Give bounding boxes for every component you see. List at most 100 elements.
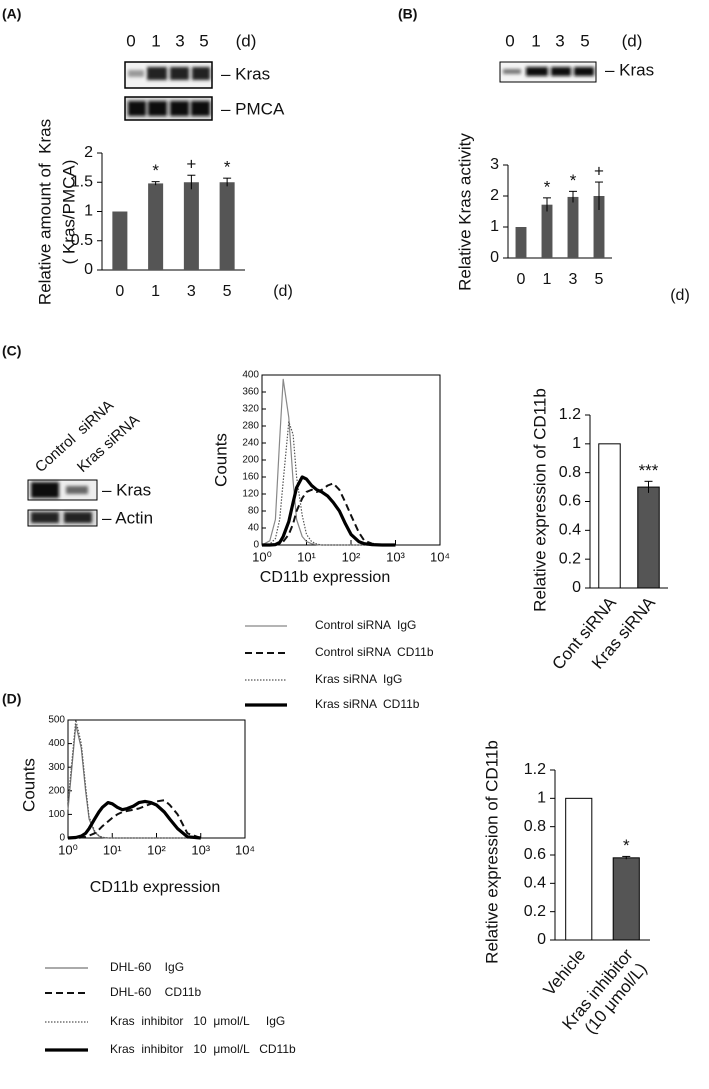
x-tick-label: 1: [151, 283, 160, 300]
y-tick-label: 2: [490, 187, 499, 204]
y-tick-label: 1: [84, 203, 93, 220]
lane-unit: (d): [236, 31, 257, 50]
y-axis-label: ( Kras/PMCA): [59, 160, 78, 265]
y-axis-label: Relative expression of CD11b: [530, 388, 549, 612]
histogram-line: [262, 475, 396, 547]
lane-label: 1: [151, 31, 160, 50]
bar: [515, 227, 527, 258]
y-tick-label: 400: [242, 370, 259, 381]
bands: [31, 482, 88, 498]
y-tick-label: 0.5: [71, 232, 93, 249]
x-tick-label: 10³: [191, 842, 210, 857]
bar: [567, 196, 579, 258]
bar: [183, 182, 199, 270]
panel-label: (A): [2, 6, 21, 22]
y-tick-label: 1: [572, 435, 581, 452]
significance: +: [186, 155, 196, 174]
y-tick-label: 0.6: [524, 846, 546, 863]
x-tick-label: 5: [223, 283, 232, 300]
histogram-line: [261, 378, 396, 546]
x-tick-label: 10²: [147, 842, 166, 857]
band-label: – Kras: [221, 64, 270, 83]
x-tick-label: 10²: [342, 549, 361, 564]
lane-unit: (d): [622, 31, 643, 50]
x-tick-label: 10⁴: [430, 549, 450, 564]
bar: [541, 204, 553, 258]
y-tick-label: 280: [242, 421, 259, 432]
y-tick-label: 0.2: [559, 550, 581, 567]
blot-b: 0 1 3 5 (d) – Kras: [499, 31, 654, 83]
x-axis-label: CD11b expression: [90, 879, 220, 896]
histogram-line: [262, 482, 396, 546]
x-axis-label: CD11b expression: [260, 569, 390, 586]
x-tick-label: 10⁴: [235, 842, 255, 857]
lane-label: 3: [555, 31, 564, 50]
bands: [128, 101, 210, 116]
x-tick-label: 5: [595, 271, 604, 288]
legend-label: Control siRNA CD11b: [315, 645, 434, 659]
y-tick-label: 0: [572, 579, 581, 596]
y-tick-label: 1.2: [524, 761, 546, 778]
y-tick-label: 200: [242, 455, 259, 466]
histogram-line: [261, 421, 396, 546]
y-tick-label: 160: [242, 472, 259, 483]
x-unit: (d): [273, 283, 293, 300]
significance: *: [152, 161, 159, 180]
bar: [612, 857, 640, 941]
y-tick-label: 0.4: [559, 522, 581, 539]
y-tick-label: 1: [490, 218, 499, 235]
y-tick-label: 120: [242, 489, 259, 500]
y-tick-label: 0: [537, 931, 546, 948]
band-label: – Kras: [102, 480, 151, 499]
y-tick-label: 360: [242, 387, 259, 398]
panel-label: (D): [2, 691, 21, 707]
x-tick-label: 0: [115, 283, 124, 300]
y-axis-label: Counts: [211, 433, 230, 487]
bar: [598, 443, 621, 589]
panel-label: (B): [398, 6, 417, 22]
x-tick-label: 1: [543, 271, 552, 288]
x-tick-label: 0: [517, 271, 526, 288]
legend-label: DHL-60 CD11b: [110, 985, 201, 999]
x-tick-label: 3: [569, 271, 578, 288]
legend-label: Control siRNA IgG: [315, 618, 416, 632]
lane-label: 1: [531, 31, 540, 50]
blot-a: 0 1 3 5 (d) – Kras – PMCA: [124, 31, 285, 121]
y-tick-label: 320: [242, 404, 259, 415]
y-tick-label: 300: [48, 762, 65, 773]
lane-label: 0: [505, 31, 514, 50]
lane-label: 5: [199, 31, 208, 50]
panel-label: (C): [2, 343, 21, 359]
significance: *: [623, 836, 630, 855]
y-tick-label: 0: [59, 833, 65, 844]
y-tick-label: 0.6: [559, 493, 581, 510]
y-tick-label: 100: [48, 809, 65, 820]
significance: +: [594, 162, 604, 181]
significance: *: [544, 177, 551, 196]
y-tick-label: 40: [248, 523, 260, 534]
x-unit: (d): [670, 287, 690, 304]
y-tick-label: 1: [537, 790, 546, 807]
y-axis-label: Relative Kras activity: [455, 133, 474, 291]
bands: [503, 67, 594, 76]
bar: [565, 797, 593, 941]
lane-label: 5: [580, 31, 589, 50]
legend-label: Kras siRNA CD11b: [315, 697, 420, 711]
blot-frame: [124, 96, 213, 121]
band-label: – PMCA: [221, 99, 285, 118]
lane-label: 0: [126, 31, 135, 50]
legend-label: DHL-60 IgG: [110, 960, 184, 974]
y-tick-label: 2: [84, 144, 93, 161]
x-tick-label: 10³: [386, 549, 405, 564]
bar: [148, 183, 164, 270]
y-tick-label: 1.2: [559, 406, 581, 423]
x-tick-label: 10⁰: [58, 842, 78, 857]
y-tick-label: 3: [490, 156, 499, 173]
legend-label: Kras siRNA IgG: [315, 672, 402, 686]
y-tick-label: 240: [242, 438, 259, 449]
y-axis-label: Relative expression of CD11b: [482, 740, 501, 964]
y-tick-label: 1.5: [71, 173, 93, 190]
histogram-line: [67, 799, 201, 840]
x-tick-label: 10¹: [297, 549, 316, 564]
significance: *: [570, 171, 577, 190]
